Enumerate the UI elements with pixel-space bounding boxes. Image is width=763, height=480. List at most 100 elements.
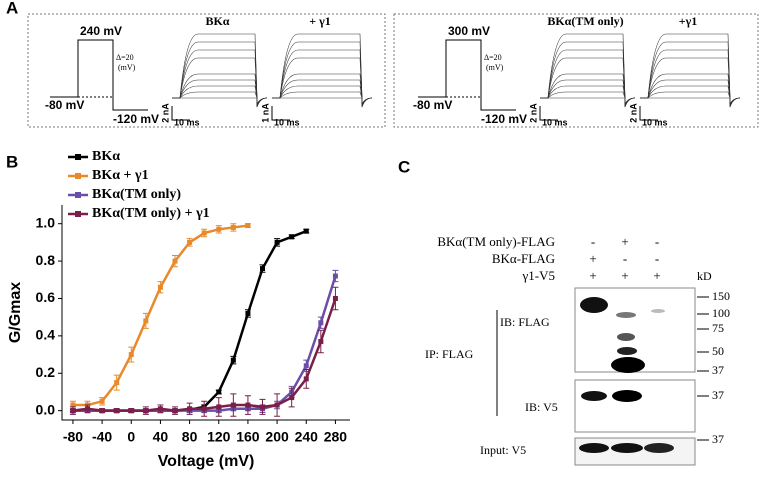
x-tick-label: 120 [207, 429, 231, 445]
current-trace [272, 57, 373, 107]
legend-label: BKα(TM only) [92, 187, 181, 202]
row-label: BKα-FLAG [492, 251, 555, 266]
marker-label: 37 [712, 432, 724, 446]
voltage-step [418, 39, 516, 111]
data-point [318, 338, 324, 344]
data-point [99, 398, 105, 404]
data-point [303, 376, 309, 382]
current-trace [540, 97, 636, 105]
sign: + [621, 268, 628, 283]
y-tick-label: 0.2 [36, 364, 56, 380]
data-point [70, 402, 76, 408]
data-point [85, 406, 91, 412]
trace-title: BKα [205, 14, 229, 28]
panel-label: A [6, 0, 18, 17]
band [617, 333, 635, 341]
current-trace [640, 57, 741, 107]
data-point [201, 406, 207, 412]
sign: - [591, 234, 595, 249]
data-point [318, 320, 324, 326]
band [616, 312, 636, 318]
step-label: 300 mV [448, 24, 490, 38]
x-tick-label: 40 [153, 429, 169, 445]
y-tick-label: 0.4 [36, 327, 56, 343]
delta-label: (mV) [118, 63, 136, 72]
data-point [201, 230, 207, 236]
current-trace [172, 79, 268, 106]
sign: + [653, 268, 660, 283]
band [580, 297, 608, 313]
tail-label: -120 mV [113, 112, 159, 126]
sign: - [655, 234, 659, 249]
legend-label: BKα [92, 149, 120, 164]
data-point [172, 258, 178, 264]
scale-label: 2 nA [160, 103, 170, 123]
legend-swatch [75, 173, 81, 179]
current-trace [640, 79, 741, 106]
x-tick-label: 0 [127, 429, 135, 445]
axis [61, 205, 350, 421]
unit-label: kD [697, 269, 712, 283]
legend-swatch [75, 154, 81, 160]
data-point [157, 406, 163, 412]
delta-label: Δ=20 [484, 53, 502, 62]
current-trace [640, 85, 741, 105]
marker-label: 75 [712, 321, 724, 335]
current-trace [172, 97, 268, 105]
delta-label: (mV) [486, 63, 504, 72]
current-trace [172, 85, 268, 105]
current-trace [540, 79, 636, 106]
data-point [303, 363, 309, 369]
blot-label: Input: V5 [480, 443, 526, 457]
scale-bar [639, 106, 658, 121]
marker-label: 50 [712, 344, 724, 358]
current-trace [540, 41, 636, 107]
data-point [289, 234, 295, 240]
band [651, 309, 665, 313]
blot-label: IP: FLAG [425, 347, 474, 361]
panel-label: C [398, 157, 410, 176]
sign: - [655, 251, 659, 266]
current-trace [172, 33, 268, 108]
series-line [72, 230, 307, 412]
legend-label: BKα(TM only) + γ1 [92, 206, 210, 221]
legend-swatch [75, 192, 81, 198]
row-label: γ1-V5 [522, 268, 555, 283]
x-axis-label: Voltage (mV) [158, 453, 255, 470]
current-trace [272, 73, 373, 106]
data-point [260, 404, 266, 410]
data-point [157, 284, 163, 290]
blot-label: IB: FLAG [500, 315, 550, 329]
data-point [187, 406, 193, 412]
sign: + [589, 251, 596, 266]
data-point [216, 226, 222, 232]
x-tick-label: 160 [236, 429, 260, 445]
data-point [187, 239, 193, 245]
current-trace [272, 33, 373, 108]
data-point [332, 295, 338, 301]
y-tick-label: 0.0 [36, 401, 56, 417]
data-point [230, 224, 236, 230]
hold-label: -80 mV [413, 98, 452, 112]
band [617, 347, 637, 355]
legend-swatch [75, 211, 81, 217]
panel-frame [27, 13, 386, 128]
series-line [72, 298, 337, 412]
current-trace [272, 79, 373, 106]
step-label: 240 mV [80, 24, 122, 38]
data-point [143, 318, 149, 324]
sign: - [623, 251, 627, 266]
x-tick-label: -80 [63, 429, 83, 445]
scale-bar [539, 106, 558, 121]
sign: + [621, 234, 628, 249]
band [612, 390, 642, 402]
data-point [216, 389, 222, 395]
blot [574, 379, 696, 433]
hold-label: -80 mV [45, 98, 84, 112]
trace-title: BKα(TM only) [547, 14, 623, 28]
current-trace [272, 97, 373, 105]
scale-label: 10 ms [274, 117, 300, 127]
marker-label: 100 [712, 306, 730, 320]
legend-label: BKα + γ1 [92, 168, 149, 183]
